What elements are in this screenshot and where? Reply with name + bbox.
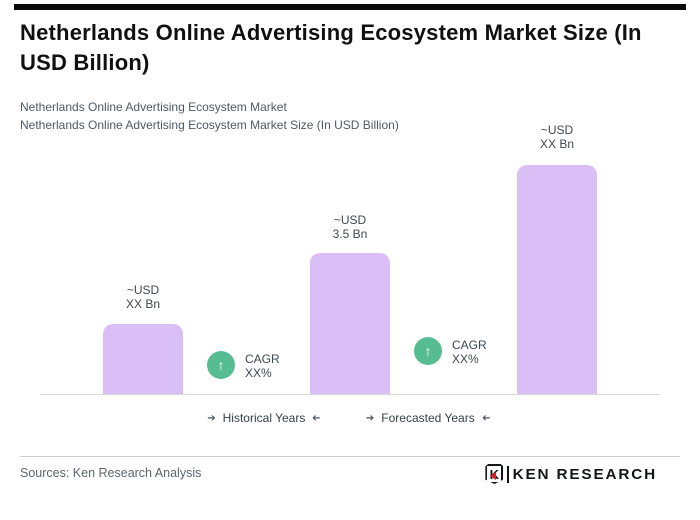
cagr-badge-2: ↑ — [414, 337, 442, 365]
axis-label-forecasted-years: ➔ Forecasted Years ➔ — [338, 410, 518, 428]
logo-k-badge-icon: K — [485, 464, 504, 484]
cagr-1-line2: XX% — [245, 366, 272, 380]
bar-historical — [103, 324, 183, 394]
up-arrow-icon: ↑ — [217, 357, 225, 373]
page-title: Netherlands Online Advertising Ecosystem… — [20, 20, 642, 75]
bar-1-label-line1: ~USD — [126, 283, 160, 297]
bar-3-value-label: ~USD XX Bn — [497, 123, 617, 151]
bar-2-label-line1: ~USD — [333, 213, 367, 227]
bar-1-label-line2: XX Bn — [125, 297, 161, 311]
arrow-right-icon: ➔ — [365, 413, 375, 424]
axis-label-historical-years: ➔ Historical Years ➔ — [174, 410, 354, 428]
chart-subtitle-line-2: Netherlands Online Advertising Ecosystem… — [20, 118, 399, 132]
arrow-right-icon: ➔ — [207, 413, 216, 424]
up-arrow-icon: ↑ — [424, 343, 432, 359]
cagr-badge-1: ↑ — [207, 351, 235, 379]
bar-current — [310, 253, 390, 394]
bar-3-label-line2: XX Bn — [539, 137, 575, 151]
ken-research-logo: K KEN RESEARCH — [485, 461, 656, 487]
forecasted-years-label: Forecasted Years — [381, 411, 475, 425]
logo-red-arrow-icon — [490, 472, 497, 480]
cagr-2-line2: XX% — [452, 352, 479, 366]
chart-subtitle-line-1: Netherlands Online Advertising Ecosystem… — [20, 100, 287, 114]
x-axis-line — [40, 394, 660, 395]
sources-text: Sources: Ken Research Analysis — [20, 466, 202, 480]
cagr-text-1: CAGR XX% — [245, 352, 280, 380]
arrow-left-icon: ➔ — [312, 413, 321, 424]
cagr-text-2: CAGR XX% — [452, 338, 487, 366]
logo-text: KEN RESEARCH — [512, 465, 658, 483]
arrow-left-icon: ➔ — [481, 413, 491, 424]
top-accent-bar — [14, 4, 686, 10]
logo-separator — [507, 465, 510, 483]
bar-forecast — [517, 165, 597, 394]
cagr-2-line1: CAGR — [452, 338, 487, 352]
cagr-1-line1: CAGR — [245, 352, 280, 366]
historical-years-label: Historical Years — [222, 411, 306, 425]
footer-divider — [20, 456, 680, 457]
bar-2-value-label: ~USD 3.5 Bn — [290, 213, 410, 241]
bar-3-label-line1: ~USD — [540, 123, 574, 137]
bar-1-value-label: ~USD XX Bn — [83, 283, 203, 311]
bar-2-label-line2: 3.5 Bn — [332, 227, 368, 241]
